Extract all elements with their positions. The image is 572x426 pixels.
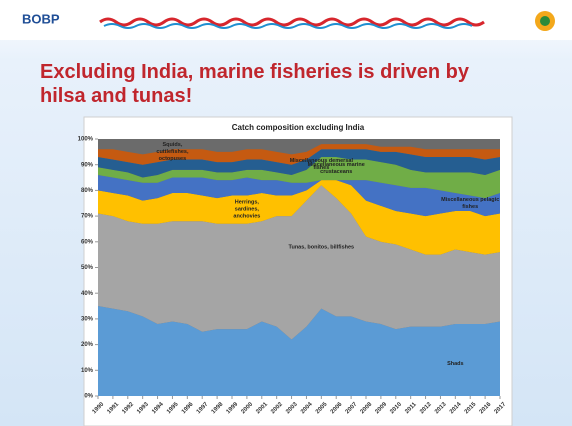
- area: [98, 149, 500, 178]
- slide-title: Excluding India, marine fisheries is dri…: [40, 61, 470, 107]
- y-tick-label: 0%: [84, 394, 93, 400]
- y-tick-label: 100%: [78, 137, 94, 143]
- y-tick-label: 10%: [81, 368, 94, 374]
- y-tick-label: 20%: [81, 342, 94, 348]
- area: [98, 174, 500, 217]
- area: [98, 156, 500, 199]
- series-label: Miscellaneous demersal fishes: [290, 159, 354, 172]
- series-label: Herrings, sardines, anchovies: [233, 200, 260, 220]
- emblem-icon: [540, 16, 550, 26]
- y-tick-label: 40%: [81, 291, 94, 297]
- series-label: Shads: [447, 361, 464, 367]
- series-label: Tunas, bonitos, billfishes: [289, 244, 355, 250]
- chart-title: Catch composition excluding India: [232, 123, 365, 132]
- y-tick-label: 60%: [81, 239, 94, 245]
- wave-decoration: [99, 17, 485, 27]
- area: [98, 180, 500, 255]
- area: [98, 144, 500, 165]
- area: [98, 185, 500, 340]
- series-label: Squids, cuttlefishes, octopuses: [156, 142, 189, 162]
- logo: BOBP: [22, 11, 60, 26]
- y-tick-label: 50%: [81, 265, 94, 271]
- wave-decoration: [103, 23, 473, 29]
- y-tick-label: 80%: [81, 188, 94, 194]
- y-tick-label: 70%: [81, 214, 94, 220]
- series-label: Miscellaneous marine crustaceans: [308, 163, 365, 176]
- area: [98, 306, 500, 396]
- y-tick-label: 90%: [81, 162, 94, 168]
- y-tick-label: 30%: [81, 316, 94, 322]
- series-label: Miscellaneous pelagic fishes: [441, 197, 499, 210]
- header-bar: [0, 0, 572, 40]
